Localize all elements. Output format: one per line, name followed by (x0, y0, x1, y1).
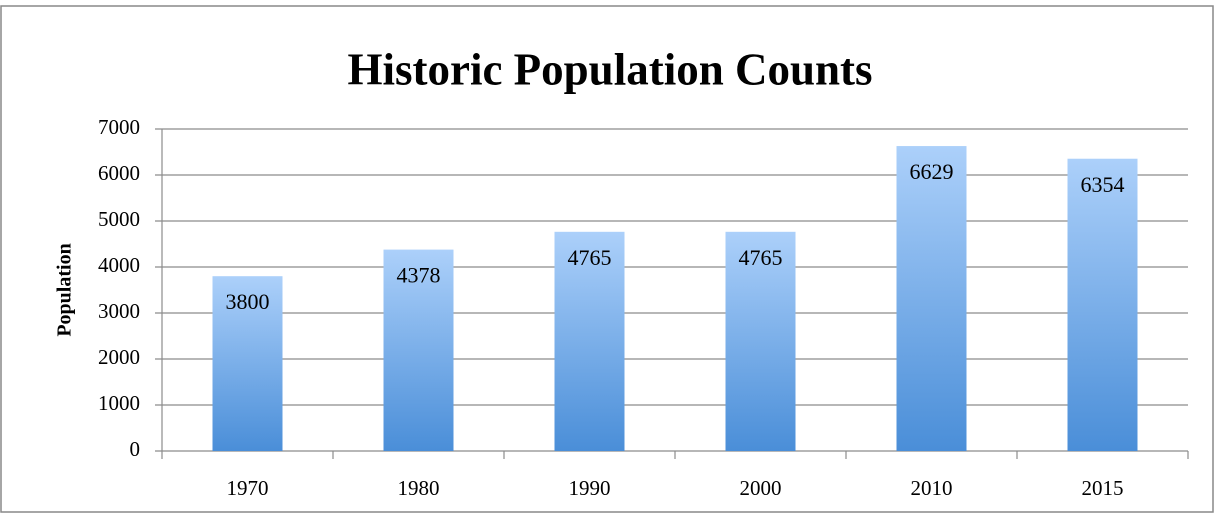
y-axis-label: Population (54, 243, 76, 336)
chart-title: Historic Population Counts (347, 44, 872, 94)
bar (1067, 158, 1138, 451)
y-tick-label: 6000 (98, 161, 140, 185)
y-tick-label: 4000 (98, 253, 140, 277)
x-tick-label: 2000 (740, 476, 782, 500)
data-label: 4378 (397, 263, 441, 288)
data-label: 6629 (910, 159, 954, 184)
bar (383, 249, 454, 451)
bar (725, 231, 796, 451)
bar (554, 231, 625, 451)
x-tick-label: 1990 (569, 476, 611, 500)
y-tick-label: 1000 (98, 391, 140, 415)
bar (212, 276, 283, 451)
data-label: 4765 (568, 245, 612, 270)
x-tick-label: 1980 (398, 476, 440, 500)
y-tick-label: 7000 (98, 115, 140, 139)
y-tick-label: 3000 (98, 299, 140, 323)
y-tick-label: 2000 (98, 345, 140, 369)
bar (896, 146, 967, 452)
x-tick-label: 2015 (1082, 476, 1124, 500)
y-tick-label: 5000 (98, 207, 140, 231)
data-label: 4765 (739, 245, 783, 270)
data-label: 6354 (1081, 172, 1125, 197)
y-tick-label: 0 (130, 437, 141, 461)
x-tick-label: 1970 (227, 476, 269, 500)
x-tick-label: 2010 (911, 476, 953, 500)
data-label: 3800 (226, 289, 270, 314)
